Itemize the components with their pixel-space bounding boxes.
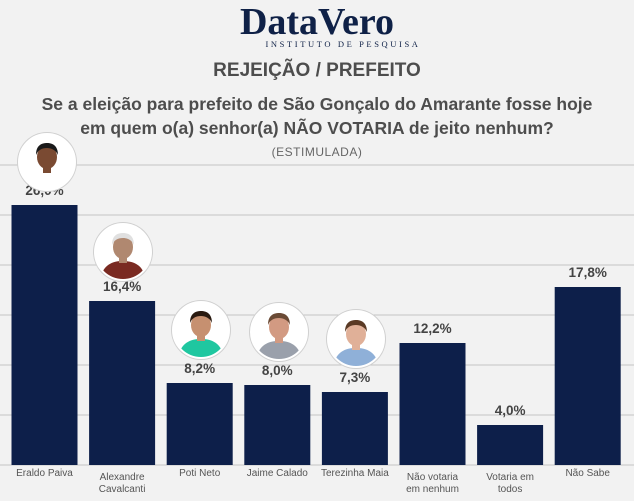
person-photo-icon xyxy=(250,303,308,361)
person-photo-icon xyxy=(94,223,152,281)
bar-1 xyxy=(11,205,78,465)
chart-heading: REJEIÇÃO / PREFEITO xyxy=(213,60,421,81)
category-label: em nenhum xyxy=(406,484,459,495)
logo-subtitle: INSTITUTO DE PESQUISA xyxy=(265,39,421,49)
bar-6 xyxy=(399,343,466,465)
logo-wordmark: DataVero xyxy=(239,1,395,43)
category-label: Poti Neto xyxy=(179,468,221,479)
bar-3 xyxy=(166,383,233,465)
value-label: 17,8% xyxy=(569,265,607,280)
category-label: todos xyxy=(498,484,522,495)
category-label: Votaria em xyxy=(486,472,534,483)
value-label: 8,2% xyxy=(184,361,215,376)
category-label: Não votaria xyxy=(407,472,459,483)
value-label: 16,4% xyxy=(103,279,141,294)
category-label: Eraldo Paiva xyxy=(16,468,73,479)
category-label: Terezinha Maia xyxy=(321,468,389,479)
category-label: Cavalcanti xyxy=(99,484,146,495)
bar-4 xyxy=(244,385,311,465)
person-photo-icon xyxy=(172,301,230,359)
value-label: 7,3% xyxy=(340,370,371,385)
survey-type: (ESTIMULADA) xyxy=(271,145,363,159)
bar-2 xyxy=(89,301,156,465)
survey-question: Se a eleição para prefeito de São Gonçal… xyxy=(0,92,634,140)
value-label: 8,0% xyxy=(262,363,293,378)
category-label: Não Sabe xyxy=(565,468,610,479)
survey-question-line-1: Se a eleição para prefeito de São Gonçal… xyxy=(41,94,593,114)
bar-7 xyxy=(477,425,544,465)
bar-5 xyxy=(321,392,388,465)
value-label: 12,2% xyxy=(413,321,451,336)
bar-8 xyxy=(554,287,621,465)
category-label: Jaime Calado xyxy=(247,468,309,479)
logo: DataVero INSTITUTO DE PESQUISA xyxy=(0,2,634,49)
survey-question-line-2: em quem o(a) senhor(a) NÃO VOTARIA de je… xyxy=(80,118,554,138)
category-label: Alexandre xyxy=(100,472,145,483)
person-photo-icon xyxy=(327,310,385,368)
value-label: 4,0% xyxy=(495,403,526,418)
person-photo-icon xyxy=(18,133,76,191)
